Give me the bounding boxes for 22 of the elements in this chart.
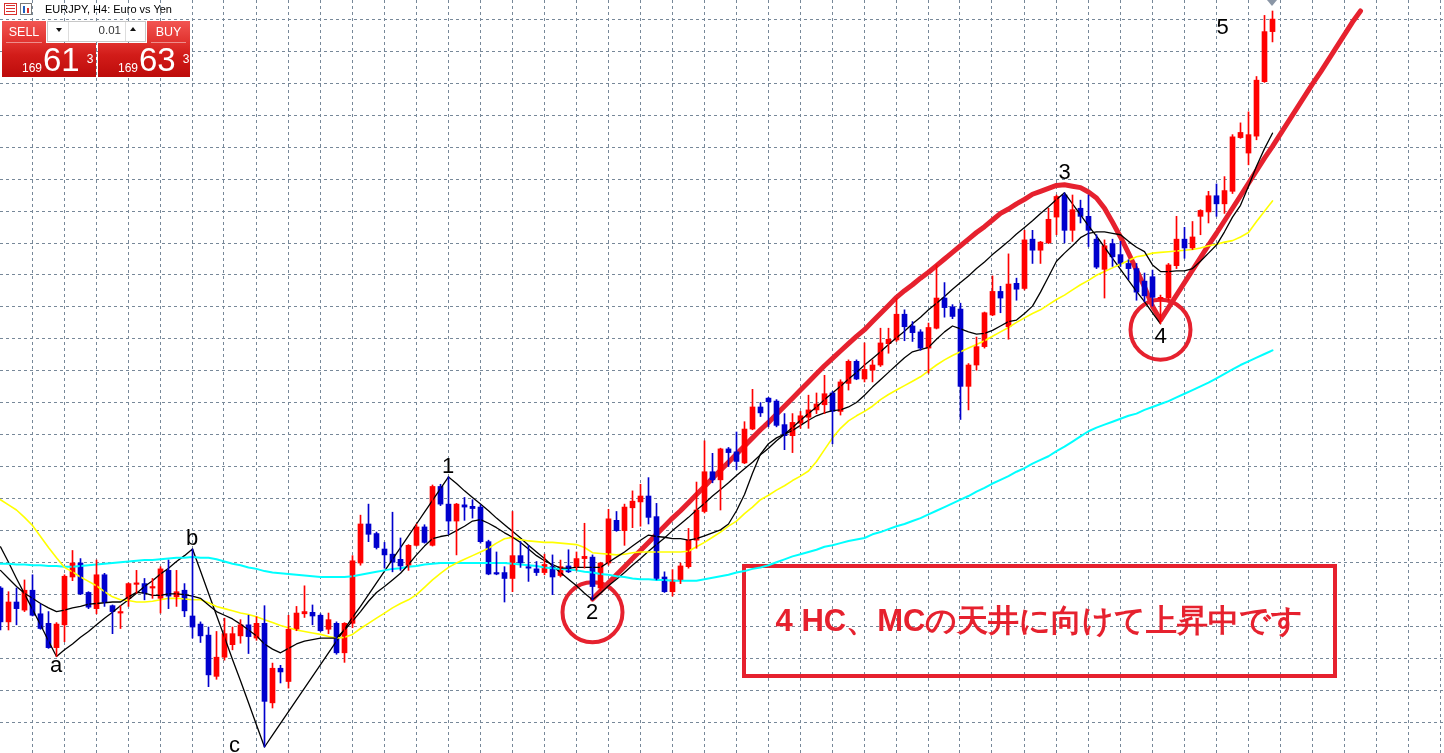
price-box: 16961$^{3}$: [2, 43, 96, 77]
annotation: c: [229, 732, 240, 753]
annotation: BUY: [155, 24, 182, 39]
price-box: 16963$^{3}$: [98, 43, 190, 77]
annotation: 63$^{3}$: [139, 41, 190, 78]
annotation: 3: [1058, 158, 1071, 184]
annotation: 0.01: [98, 24, 121, 37]
annotation: 4: [1154, 322, 1167, 348]
buy-button: BUY: [147, 21, 190, 43]
annotation: 169: [118, 61, 139, 75]
annotation: 61$^{3}$: [43, 41, 94, 78]
annotation: 2: [586, 598, 599, 624]
annotation: SELL: [8, 24, 40, 39]
annotation: a: [50, 652, 63, 678]
annotation: b: [186, 525, 199, 551]
sell-button: SELL: [2, 21, 46, 43]
annotation: 1: [442, 452, 455, 478]
input-field: 0.01: [47, 21, 146, 42]
annotation: 5: [1216, 13, 1229, 39]
annotation: 4 HC、MCの天井に向けて上昇中です: [775, 602, 1304, 638]
chart-title: EURJPY, H4: Euro vs Yen: [45, 3, 172, 15]
annotation: 169: [22, 61, 43, 75]
